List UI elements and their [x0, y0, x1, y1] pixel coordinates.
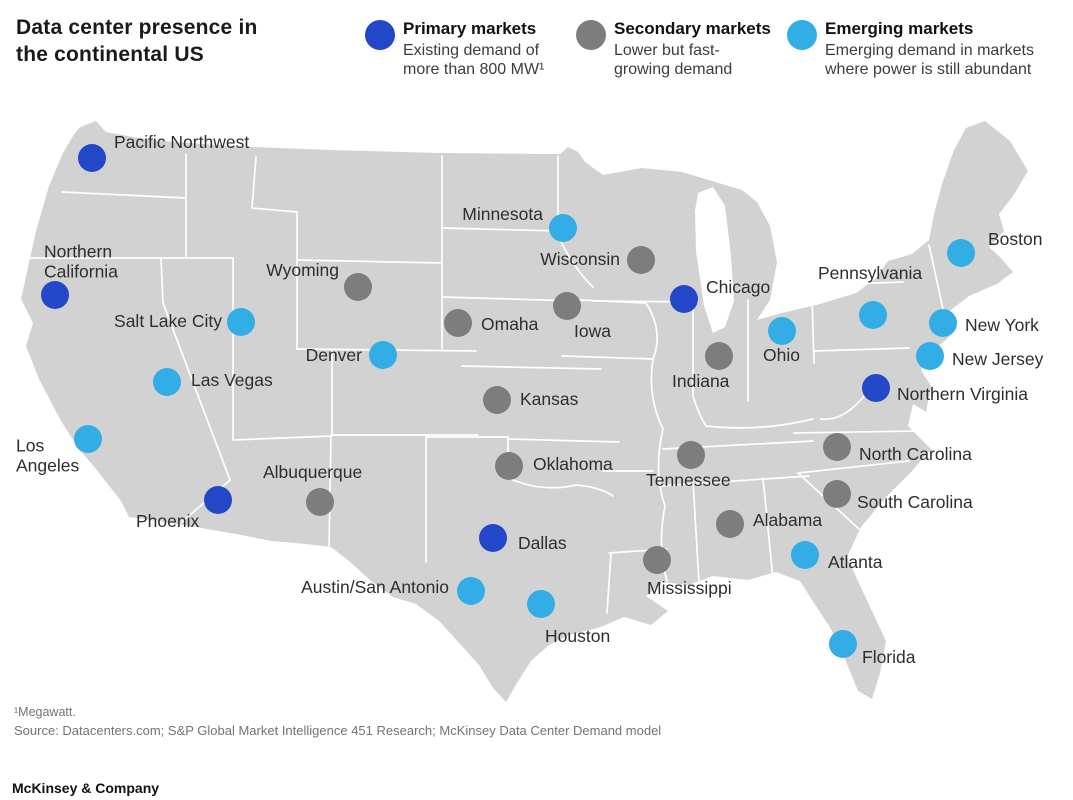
alabama-marker-dot: [716, 510, 744, 538]
wyoming-marker-dot: [344, 273, 372, 301]
chicago-marker-dot: [670, 285, 698, 313]
alabama-label: Alabama: [753, 510, 823, 531]
northern-california-marker-dot: [41, 281, 69, 309]
kansas-label: Kansas: [520, 389, 579, 410]
omaha-label: Omaha: [481, 314, 539, 335]
minnesota-label: Minnesota: [462, 204, 543, 225]
legend-label: Primary markets: [403, 19, 537, 38]
phoenix-marker-dot: [204, 486, 232, 514]
pacific-northwest-marker-dot: [78, 144, 106, 172]
northern-california-label: Northern California: [44, 241, 118, 281]
legend-desc: Emerging demand in markets where power i…: [825, 42, 1034, 78]
denver-marker-dot: [369, 341, 397, 369]
houston-label: Houston: [545, 626, 611, 647]
salt-lake-city-marker-dot: [227, 308, 255, 336]
oklahoma-marker-dot: [495, 452, 523, 480]
chicago-label: Chicago: [706, 277, 771, 298]
south-carolina-marker-dot: [823, 480, 851, 508]
wisconsin-marker-dot: [627, 246, 655, 274]
new-york-marker-dot: [929, 309, 957, 337]
austin-san-antonio-marker-dot: [457, 577, 485, 605]
salt-lake-city-label: Salt Lake City: [114, 311, 222, 332]
wisconsin-label: Wisconsin: [540, 249, 620, 270]
dallas-marker-dot: [479, 524, 507, 552]
northern-virginia-label: Northern Virginia: [897, 384, 1028, 405]
mississippi-marker-dot: [643, 546, 671, 574]
denver-label: Denver: [305, 345, 362, 366]
legend-desc: Lower but fast- growing demand: [614, 42, 733, 78]
northern-virginia-marker-dot: [862, 374, 890, 402]
pennsylvania-label: Pennsylvania: [818, 263, 923, 284]
ohio-label: Ohio: [763, 345, 800, 366]
wyoming-label: Wyoming: [266, 260, 339, 281]
indiana-label: Indiana: [672, 371, 730, 392]
page-title: Data center presence in the continental …: [16, 16, 258, 67]
omaha-marker-dot: [444, 309, 472, 337]
florida-marker-dot: [829, 630, 857, 658]
minnesota-marker-dot: [549, 214, 577, 242]
primary-marker-icon: [365, 20, 395, 50]
new-jersey-label: New Jersey: [952, 349, 1044, 370]
emerging-marker-icon: [787, 20, 817, 50]
pacific-northwest-label: Pacific Northwest: [114, 132, 250, 153]
ohio-marker-dot: [768, 317, 796, 345]
florida-label: Florida: [862, 647, 916, 668]
las-vegas-label: Las Vegas: [191, 370, 273, 391]
pennsylvania-marker-dot: [859, 301, 887, 329]
las-vegas-marker-dot: [153, 368, 181, 396]
source-line: Source: Datacenters.com; S&P Global Mark…: [14, 723, 662, 738]
albuquerque-marker-dot: [306, 488, 334, 516]
legend-label: Secondary markets: [614, 19, 771, 38]
north-carolina-marker-dot: [823, 433, 851, 461]
phoenix-label: Phoenix: [136, 511, 200, 532]
iowa-marker-dot: [553, 292, 581, 320]
kansas-marker-dot: [483, 386, 511, 414]
dallas-label: Dallas: [518, 533, 567, 554]
houston-marker-dot: [527, 590, 555, 618]
south-carolina-label: South Carolina: [857, 492, 973, 513]
indiana-marker-dot: [705, 342, 733, 370]
north-carolina-label: North Carolina: [859, 444, 972, 465]
secondary-marker-icon: [576, 20, 606, 50]
albuquerque-label: Albuquerque: [263, 462, 363, 483]
new-jersey-marker-dot: [916, 342, 944, 370]
mississippi-label: Mississippi: [647, 578, 732, 599]
iowa-label: Iowa: [574, 321, 611, 342]
atlanta-label: Atlanta: [828, 552, 883, 573]
tennessee-marker-dot: [677, 441, 705, 469]
los-angeles-label: Los Angeles: [16, 435, 80, 475]
oklahoma-label: Oklahoma: [533, 454, 613, 475]
boston-marker-dot: [947, 239, 975, 267]
new-york-label: New York: [965, 315, 1039, 336]
los-angeles-marker-dot: [74, 425, 102, 453]
atlanta-marker-dot: [791, 541, 819, 569]
footnote: ¹Megawatt.: [14, 705, 76, 719]
legend-label: Emerging markets: [825, 19, 974, 38]
boston-label: Boston: [988, 229, 1043, 250]
legend-desc: Existing demand of more than 800 MW¹: [403, 42, 545, 78]
brand-logo: McKinsey & Company: [12, 780, 160, 796]
austin-san-antonio-label: Austin/San Antonio: [301, 577, 449, 598]
tennessee-label: Tennessee: [646, 470, 731, 491]
